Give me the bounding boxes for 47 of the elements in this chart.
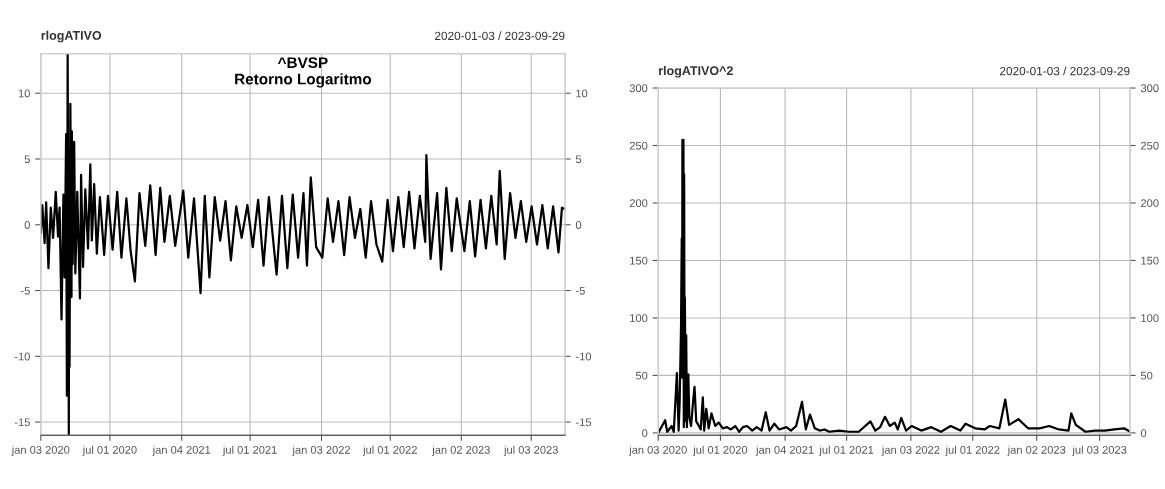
x-tick-label: jan 04 2021: [152, 445, 211, 456]
y-tick-label: -15: [14, 418, 30, 427]
x-tick-label: jul 01 2021: [819, 445, 874, 456]
y2-tick-label: 250: [1141, 141, 1159, 150]
y-tick-label: 300: [629, 84, 648, 93]
x-tick-label: jul 01 2021: [222, 445, 277, 456]
y-tick-label: -5: [20, 286, 30, 295]
text: 2020-01-03 / 2023-09-29: [1000, 66, 1130, 76]
y2-tick-label: 0: [575, 221, 582, 229]
x-tick-label: jul 03 2023: [503, 445, 558, 456]
y-tick-label: 0: [642, 429, 648, 438]
y-tick-label: 200: [629, 199, 648, 208]
y-tick-label: 150: [630, 256, 648, 265]
y2-tick-label: 50: [1140, 371, 1153, 380]
y2-tick-label: 300: [1140, 84, 1159, 93]
y-tick-label: 10: [18, 89, 30, 98]
y2-tick-label: -5: [575, 286, 585, 295]
y-tick-label: 250: [629, 141, 648, 150]
y2-tick-label: -10: [575, 352, 592, 361]
y2-tick-label: 5: [575, 155, 582, 164]
y-tick-label: 50: [635, 371, 648, 380]
x-tick-label: jan 03 2020: [628, 445, 687, 456]
y-tick-label: -10: [14, 352, 30, 361]
y2-tick-label: 100: [1141, 314, 1159, 323]
chart-subtitle: rlogATIVO: [41, 30, 102, 43]
y-tick-label: 100: [630, 314, 648, 323]
x-tick-label: jul 01 2020: [82, 445, 137, 456]
y2-tick-label: 150: [1141, 256, 1159, 265]
x-tick-label: jul 03 2023: [1072, 445, 1127, 456]
y2-tick-label: 200: [1141, 199, 1159, 208]
x-tick-label: jan 04 2021: [755, 445, 814, 456]
text: 2020-01-03 / 2023-09-29: [435, 31, 565, 41]
x-tick-label: jan 03 2020: [11, 445, 70, 456]
x-tick-label: jan 03 2022: [881, 445, 940, 456]
y2-tick-label: 10: [576, 89, 588, 98]
y-tick-label: 0: [24, 221, 30, 229]
y-tick-label: 5: [24, 155, 30, 164]
x-tick-label: jan 02 2023: [432, 445, 490, 456]
y2-tick-label: 0: [1140, 429, 1147, 438]
chart-subtitle: rlogATIVO^2: [659, 65, 733, 78]
x-tick-label: jan 02 2023: [1007, 445, 1066, 456]
x-tick-label: jul 01 2022: [945, 445, 1000, 456]
x-tick-label: jan 03 2022: [292, 445, 351, 456]
text: ^BVSP Retorno Logaritmo: [235, 57, 372, 88]
y2-tick-label: -15: [575, 418, 592, 427]
x-tick-label: jul 01 2022: [362, 445, 417, 456]
x-tick-label: jul 01 2020: [692, 445, 748, 456]
